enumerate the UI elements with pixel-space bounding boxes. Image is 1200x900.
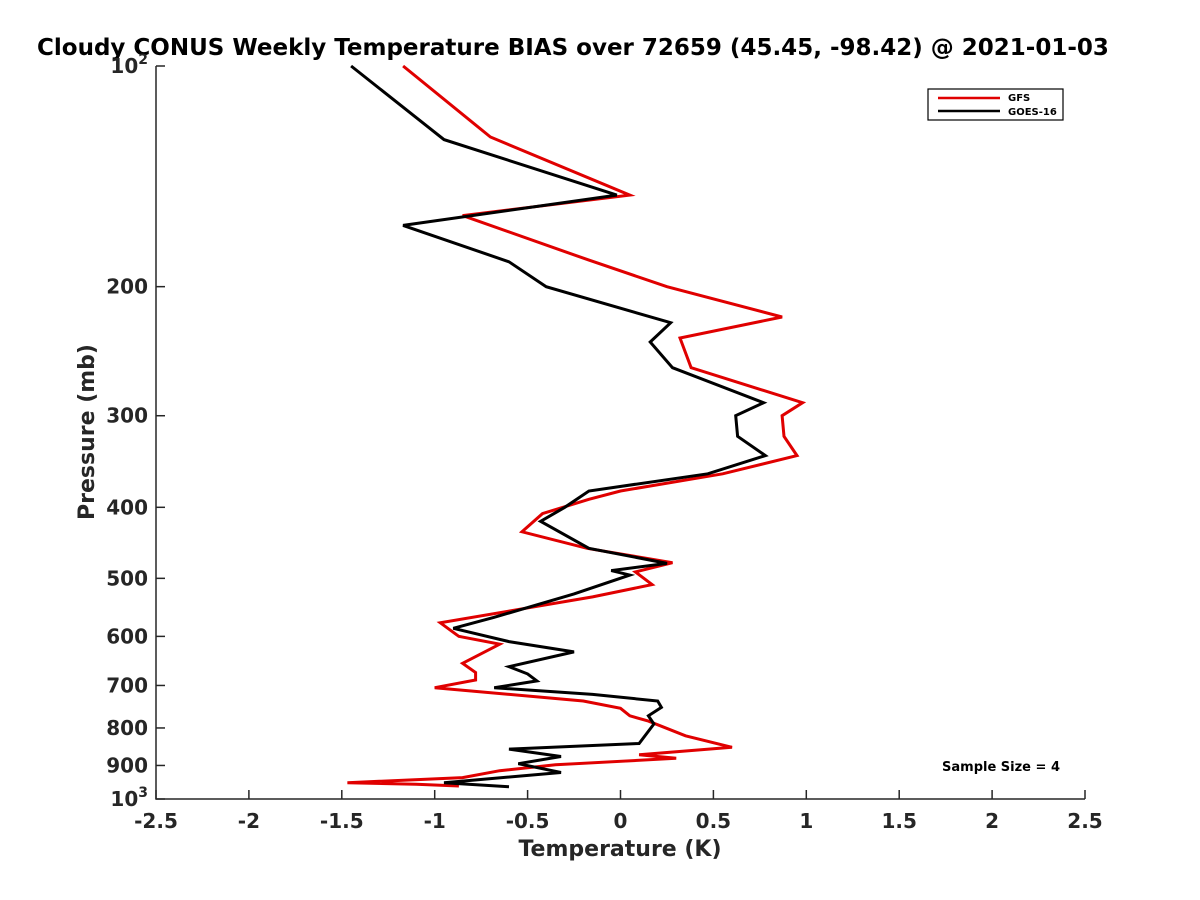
series-line-gfs — [347, 64, 807, 788]
x-tick-label: 1 — [799, 809, 813, 833]
chart-title: Cloudy CONUS Weekly Temperature BIAS ove… — [37, 35, 1109, 61]
x-tick-label: 1.5 — [881, 809, 916, 833]
plot-area — [155, 64, 1085, 800]
x-tick-label: 0 — [614, 809, 628, 833]
y-axis-ticks: 102 200 300 400 500 600 700 800 900 103 — [106, 52, 165, 811]
y-tick-label: 900 — [106, 753, 148, 777]
y-axis-label: Pressure (mb) — [75, 344, 100, 520]
x-tick-label: -1 — [424, 809, 446, 833]
x-axis-ticks: -2.5 -2 -1.5 -1 -0.5 0 0.5 1 1.5 2 2.5 — [134, 790, 1103, 833]
y-tick-label: 800 — [106, 716, 148, 740]
y-tick-label: 500 — [106, 566, 148, 590]
y-tick-label: 400 — [106, 495, 148, 519]
y-tick-label: 103 — [110, 785, 148, 811]
y-tick-label: 700 — [106, 673, 148, 697]
y-tick-label: 102 — [110, 52, 148, 78]
axis-frame — [155, 66, 1085, 800]
x-tick-label: 2 — [985, 809, 999, 833]
x-tick-label: -2.5 — [134, 809, 178, 833]
x-tick-label: 0.5 — [696, 809, 731, 833]
legend-label-goes16: GOES-16 — [1008, 107, 1057, 118]
y-tick-label: 300 — [106, 404, 148, 428]
y-tick-label: 200 — [106, 275, 148, 299]
x-tick-label: -1.5 — [320, 809, 364, 833]
x-tick-label: -2 — [238, 809, 260, 833]
x-axis-label: Temperature (K) — [518, 837, 721, 862]
x-tick-label: -0.5 — [506, 809, 550, 833]
legend-label-gfs: GFS — [1008, 93, 1030, 104]
series-line-goes16 — [350, 64, 769, 789]
series-lines — [347, 64, 807, 789]
sample-size-annotation: Sample Size = 4 — [942, 760, 1060, 775]
legend: GFS GOES-16 — [927, 88, 1064, 121]
y-tick-label: 600 — [106, 624, 148, 648]
legend-box — [927, 88, 1064, 121]
x-tick-label: 2.5 — [1067, 809, 1102, 833]
